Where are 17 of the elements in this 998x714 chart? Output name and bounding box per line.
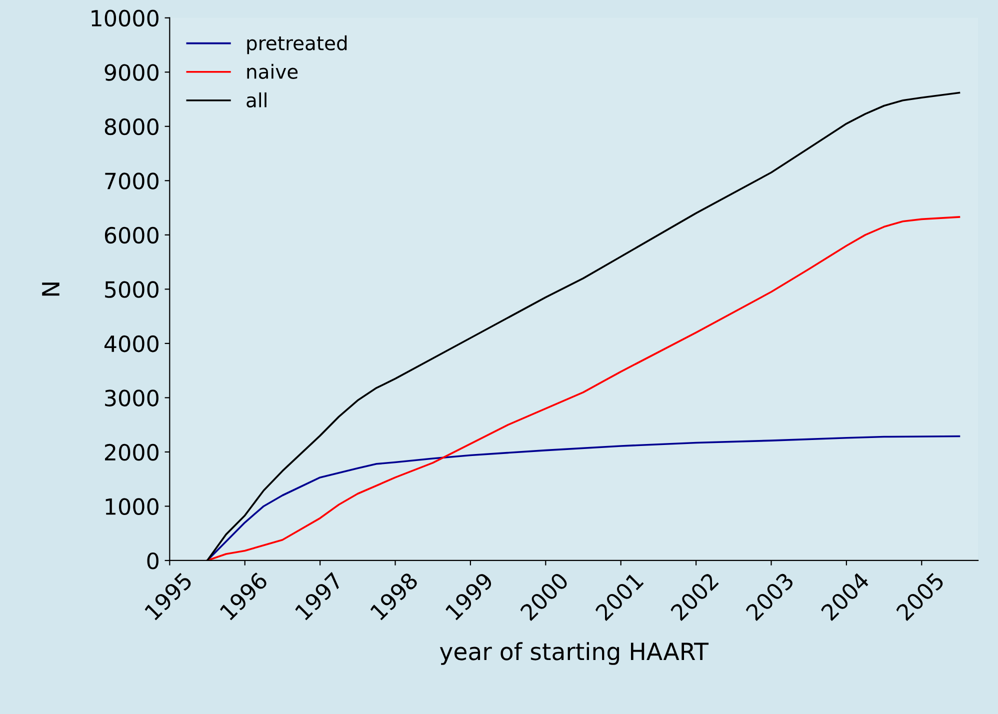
y-tick-label: 8000	[104, 118, 158, 136]
x-axis-title: year of starting HAART	[440, 642, 709, 665]
y-tick-label: 6000	[104, 226, 158, 244]
line-series	[206, 216, 960, 560]
y-tick-label: 10000	[92, 10, 158, 27]
legend-label: pretreated	[247, 35, 347, 54]
legend-label: naive	[247, 64, 298, 79]
y-tick-label: 1000	[106, 498, 158, 515]
y-tick-label: 2000	[105, 444, 158, 461]
y-axis-title: N	[42, 282, 60, 296]
y-tick-label: 7000	[105, 172, 158, 190]
y-tick-label: 3000	[105, 390, 158, 406]
y-tick-label: 0	[147, 552, 158, 570]
y-tick-label: 4000	[104, 335, 158, 352]
y-tick-label: 9000	[104, 64, 158, 81]
y-tick-label: 5000	[105, 281, 158, 298]
legend-label: all	[246, 92, 266, 108]
